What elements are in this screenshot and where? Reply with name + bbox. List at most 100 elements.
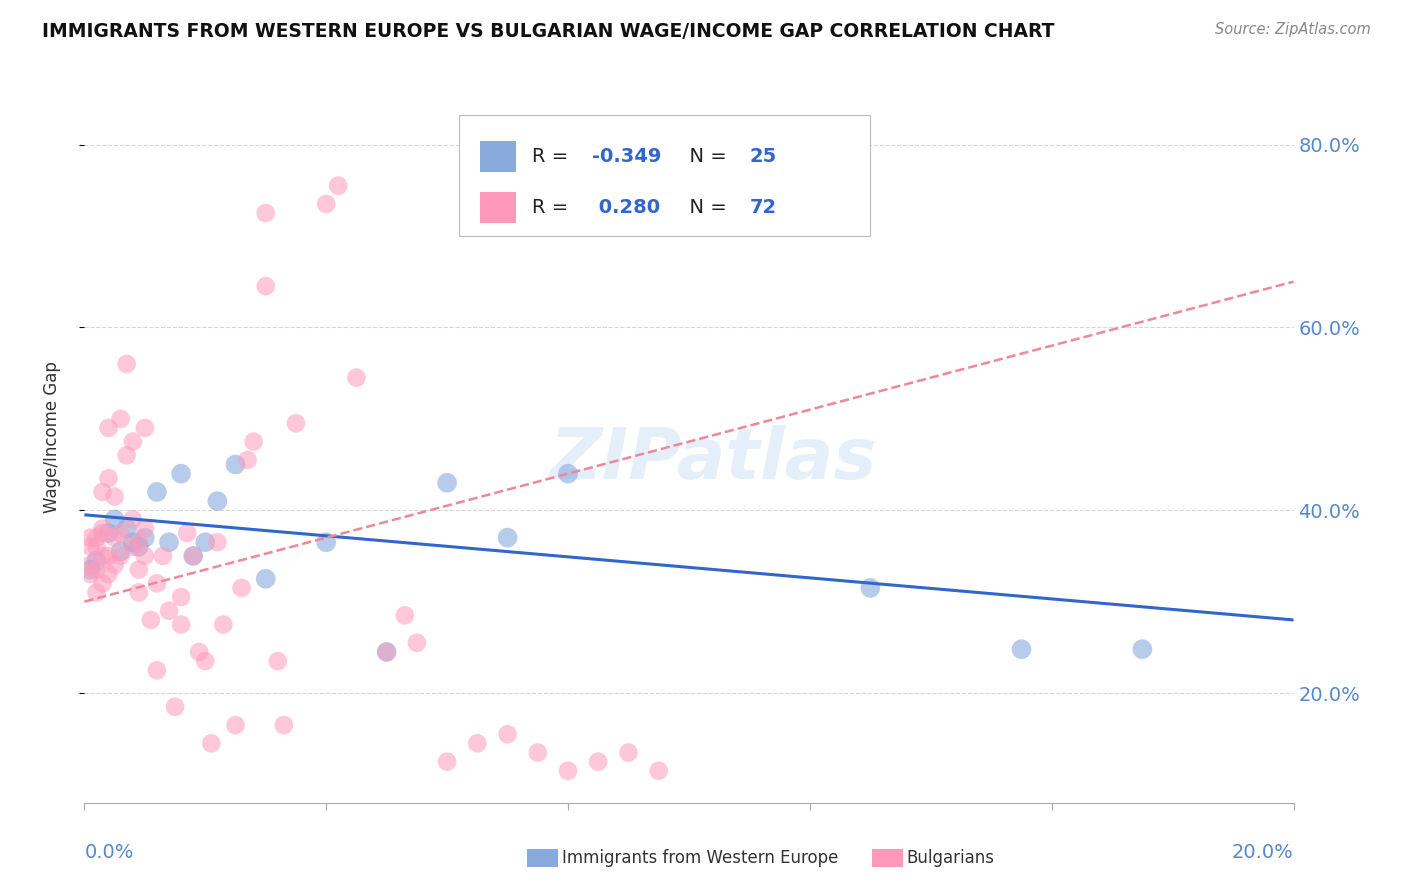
- Point: [170, 590, 193, 604]
- Point: [128, 563, 150, 577]
- Point: [285, 417, 308, 431]
- Point: [86, 531, 108, 545]
- Point: [97, 526, 120, 541]
- Point: [496, 531, 519, 545]
- Point: [139, 613, 162, 627]
- Point: [648, 764, 671, 778]
- Point: [86, 563, 108, 577]
- Point: [86, 553, 108, 567]
- Point: [115, 357, 138, 371]
- Point: [146, 576, 169, 591]
- Point: [212, 617, 235, 632]
- Point: [152, 549, 174, 563]
- Text: 20.0%: 20.0%: [1232, 843, 1294, 862]
- Bar: [479, 192, 516, 223]
- Text: 72: 72: [749, 198, 776, 217]
- Point: [128, 535, 150, 549]
- Point: [157, 535, 180, 549]
- Text: Immigrants from Western Europe: Immigrants from Western Europe: [562, 849, 839, 867]
- Text: 0.0%: 0.0%: [84, 843, 134, 862]
- Point: [200, 736, 222, 750]
- Point: [97, 471, 120, 485]
- Point: [236, 453, 259, 467]
- Point: [134, 521, 156, 535]
- Point: [79, 567, 101, 582]
- Point: [176, 526, 198, 541]
- Point: [194, 535, 217, 549]
- Point: [496, 727, 519, 741]
- Point: [79, 540, 101, 554]
- Point: [86, 540, 108, 554]
- Text: N =: N =: [676, 198, 733, 217]
- Point: [146, 485, 169, 500]
- Point: [328, 178, 350, 193]
- Point: [436, 755, 458, 769]
- Point: [91, 576, 114, 591]
- Text: R =: R =: [531, 147, 574, 166]
- Point: [527, 746, 550, 760]
- Point: [79, 563, 101, 577]
- Point: [91, 521, 114, 535]
- Point: [121, 535, 143, 549]
- Point: [110, 526, 132, 541]
- Point: [375, 645, 398, 659]
- Point: [146, 663, 169, 677]
- Text: -0.349: -0.349: [592, 147, 662, 166]
- Point: [91, 526, 114, 541]
- Point: [254, 572, 277, 586]
- Point: [1011, 642, 1033, 657]
- Point: [104, 490, 127, 504]
- Point: [104, 512, 127, 526]
- Point: [467, 736, 489, 750]
- Point: [110, 412, 132, 426]
- Point: [188, 645, 211, 659]
- Text: N =: N =: [676, 147, 733, 166]
- Point: [225, 718, 247, 732]
- Point: [267, 654, 290, 668]
- Point: [254, 206, 277, 220]
- Point: [207, 535, 229, 549]
- Text: 0.280: 0.280: [592, 198, 661, 217]
- Point: [557, 467, 579, 481]
- Point: [110, 549, 132, 563]
- Y-axis label: Wage/Income Gap: Wage/Income Gap: [42, 361, 60, 513]
- Point: [97, 549, 120, 563]
- Point: [1130, 642, 1153, 657]
- Point: [617, 746, 640, 760]
- Text: R =: R =: [531, 198, 574, 217]
- Point: [207, 494, 229, 508]
- Point: [79, 531, 101, 545]
- Point: [859, 581, 882, 595]
- Point: [273, 718, 295, 732]
- Point: [170, 617, 193, 632]
- Point: [165, 699, 187, 714]
- Point: [86, 585, 108, 599]
- Point: [170, 467, 193, 481]
- Point: [104, 558, 127, 573]
- Point: [128, 585, 150, 599]
- Point: [121, 540, 143, 554]
- Point: [79, 558, 101, 573]
- Point: [346, 370, 368, 384]
- Point: [115, 448, 138, 462]
- Point: [406, 636, 429, 650]
- Point: [394, 608, 416, 623]
- Point: [110, 544, 132, 558]
- FancyBboxPatch shape: [460, 115, 870, 235]
- Point: [97, 567, 120, 582]
- Point: [315, 535, 337, 549]
- Point: [315, 197, 337, 211]
- Point: [225, 458, 247, 472]
- Point: [134, 531, 156, 545]
- Point: [157, 604, 180, 618]
- Point: [242, 434, 264, 449]
- Point: [194, 654, 217, 668]
- Point: [134, 549, 156, 563]
- Text: Bulgarians: Bulgarians: [907, 849, 995, 867]
- Point: [181, 549, 204, 563]
- Point: [104, 531, 127, 545]
- Text: 25: 25: [749, 147, 776, 166]
- Point: [91, 549, 114, 563]
- Point: [557, 764, 579, 778]
- Point: [128, 540, 150, 554]
